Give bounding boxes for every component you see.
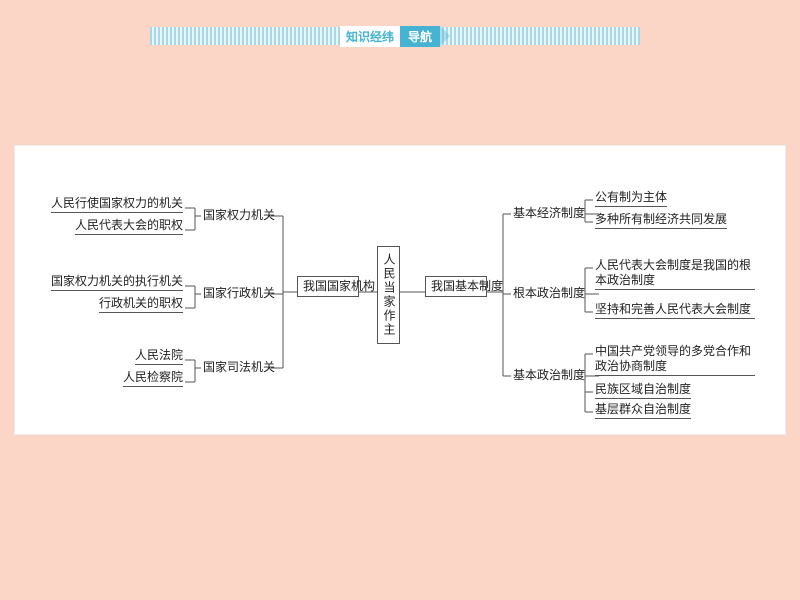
header-right-label: 导航 bbox=[400, 26, 440, 47]
left-item-2-0: 人民法院 bbox=[135, 348, 183, 365]
left-item-0-1: 人民代表大会的职权 bbox=[75, 218, 183, 235]
header-bar: 知识经纬 导航 bbox=[150, 25, 640, 47]
diagram: 人民当家作主我国国家机构 我国基本制度 国家权力机关 人民行使国家权力的机关人民代表大… bbox=[14, 145, 786, 435]
right-item-0-1: 多种所有制经济共同发展 bbox=[595, 212, 727, 229]
right-branch-0: 基本经济制度 bbox=[513, 206, 585, 221]
left-hub: 我国国家机构 bbox=[297, 276, 359, 297]
right-item-1-1: 坚持和完善人民代表大会制度 bbox=[595, 302, 755, 319]
right-item-1-0: 人民代表大会制度是我国的根本政治制度 bbox=[595, 258, 755, 290]
left-item-1-0: 国家权力机关的执行机关 bbox=[51, 274, 183, 291]
center-node: 人民当家作主 bbox=[377, 246, 400, 344]
header-left-label: 知识经纬 bbox=[340, 26, 400, 47]
right-item-2-1: 民族区域自治制度 bbox=[595, 382, 691, 399]
left-item-2-1: 人民检察院 bbox=[123, 370, 183, 387]
right-item-2-2: 基层群众自治制度 bbox=[595, 402, 691, 419]
right-branch-2: 基本政治制度 bbox=[513, 368, 585, 383]
right-item-0-0: 公有制为主体 bbox=[595, 190, 667, 207]
right-hub: 我国基本制度 bbox=[425, 276, 487, 297]
left-item-1-1: 行政机关的职权 bbox=[99, 296, 183, 313]
right-branch-1: 根本政治制度 bbox=[513, 286, 585, 301]
header-arrow-icon bbox=[440, 26, 450, 46]
left-branch-1: 国家行政机关 bbox=[203, 286, 275, 301]
right-item-2-0: 中国共产党领导的多党合作和政治协商制度 bbox=[595, 344, 755, 376]
left-item-0-0: 人民行使国家权力的机关 bbox=[51, 196, 183, 213]
left-branch-0: 国家权力机关 bbox=[203, 208, 275, 223]
left-branch-2: 国家司法机关 bbox=[203, 360, 275, 375]
